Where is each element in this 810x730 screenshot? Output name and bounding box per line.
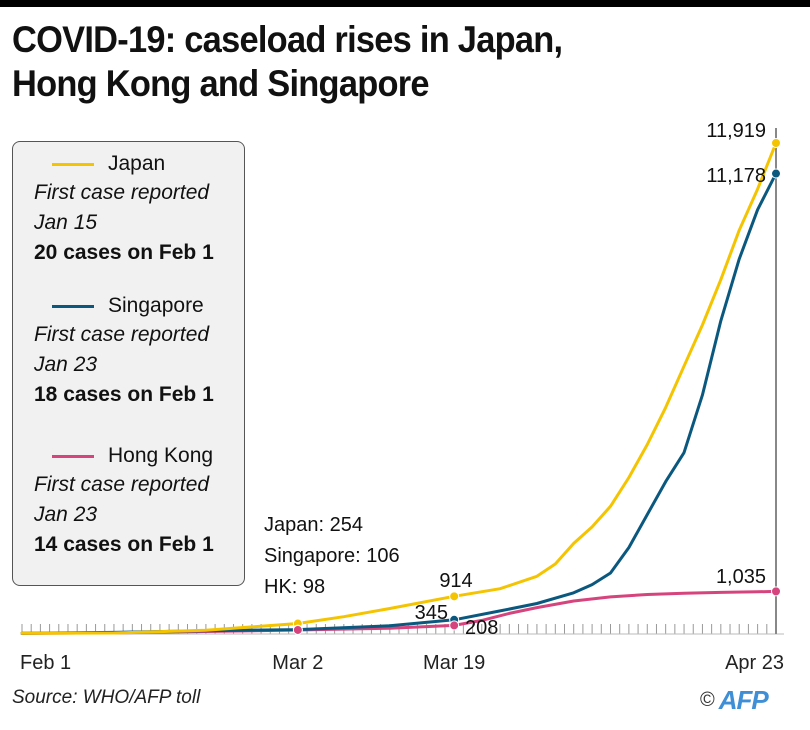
source-note: Source: WHO/AFP toll: [12, 687, 201, 708]
feb1-cases: 18 cases on Feb 1: [34, 383, 214, 406]
x-tick-label: Mar 2: [272, 652, 323, 674]
chart-title: COVID-19: caseload rises in Japan, Hong …: [12, 18, 737, 106]
first-case-label: First case reported: [34, 323, 210, 346]
x-tick-label: Apr 23: [725, 652, 784, 674]
first-case-date: Jan 23: [34, 353, 98, 376]
first-case-date: Jan 15: [34, 211, 98, 234]
feb1-cases: 14 cases on Feb 1: [34, 533, 214, 556]
value-label: 914: [439, 570, 472, 592]
feb1-cases: 20 cases on Feb 1: [34, 241, 214, 264]
first-case-label: First case reported: [34, 181, 210, 204]
data-point-hong-kong: [292, 624, 303, 635]
legend-name: Singapore: [108, 294, 204, 317]
legend-item-hong-kong: Hong Kong First case reported Jan 23 14 …: [34, 442, 244, 560]
title-line-2: Hong Kong and Singapore: [12, 63, 430, 104]
value-label: 1,035: [716, 566, 766, 588]
x-axis-labels: Feb 1 Mar 2 Mar 19 Apr 23: [20, 652, 784, 674]
legend-name: Japan: [108, 152, 166, 175]
data-point-japan: [449, 591, 460, 602]
hong-kong-swatch: [52, 454, 94, 458]
first-case-label: First case reported: [34, 473, 210, 496]
value-annotations: 11,919 11,178 1,035 914 345 208: [415, 120, 766, 639]
afp-logo: AFP: [718, 685, 769, 715]
copyright-icon: ©: [700, 689, 715, 711]
value-label: 208: [465, 617, 498, 639]
data-point-hong-kong: [771, 586, 781, 597]
title-line-1: COVID-19: caseload rises in Japan,: [12, 19, 563, 60]
top-bar: [0, 0, 810, 7]
mar2-japan: Japan: 254: [264, 514, 363, 536]
series-dots: [292, 138, 781, 635]
series-line-japan: [20, 141, 778, 635]
x-tick-label: Mar 19: [423, 652, 485, 674]
legend-item-japan: Japan First case reported Jan 15 20 case…: [34, 150, 244, 268]
japan-swatch: [52, 162, 94, 166]
mar2-singapore: Singapore: 106: [264, 545, 400, 567]
value-label: 11,178: [706, 165, 766, 187]
data-point-hong-kong: [449, 620, 460, 631]
data-point-japan: [771, 138, 781, 148]
first-case-date: Jan 23: [34, 503, 98, 526]
series-line-singapore: [20, 172, 778, 635]
x-tick-label: Feb 1: [20, 652, 71, 674]
value-label: 345: [415, 602, 448, 624]
mar2-hk: HK: 98: [264, 576, 326, 598]
value-label: 11,919: [706, 120, 766, 142]
legend-box: Japan First case reported Jan 15 20 case…: [12, 141, 245, 586]
series-lines: [20, 141, 778, 635]
mar2-annotation: Japan: 254 Singapore: 106 HK: 98: [264, 510, 400, 603]
singapore-swatch: [52, 304, 94, 308]
legend-name: Hong Kong: [108, 444, 214, 467]
afp-credit: © AFP: [700, 685, 769, 716]
legend-item-singapore: Singapore First case reported Jan 23 18 …: [34, 292, 244, 410]
data-point-singapore: [771, 168, 781, 179]
